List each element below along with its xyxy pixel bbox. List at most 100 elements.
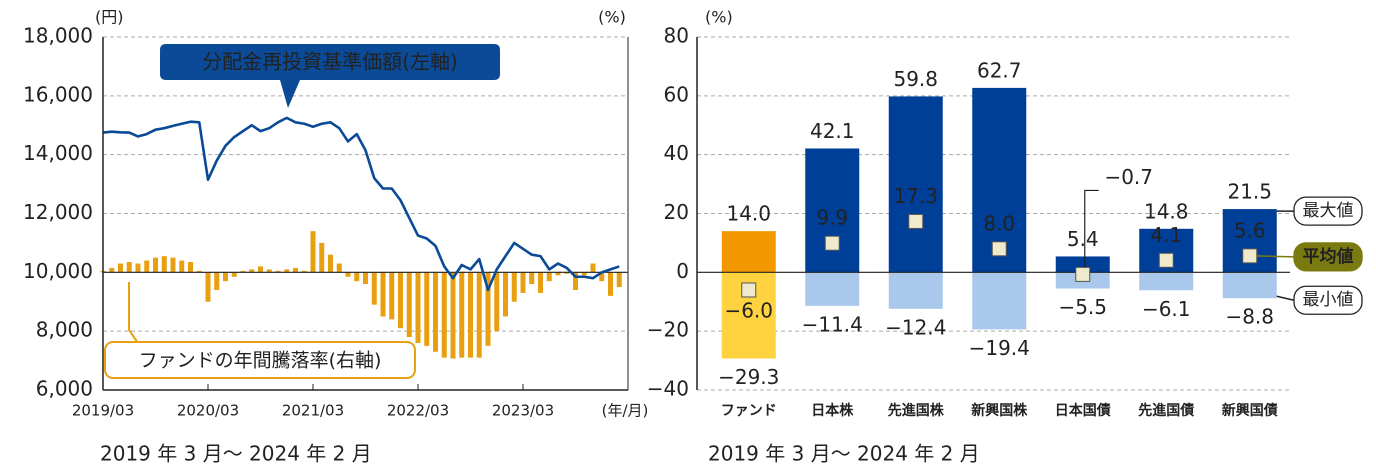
bar-max (888, 96, 943, 273)
y-tick-label: 8,000 (36, 318, 93, 342)
bar-min (805, 272, 860, 306)
legend-label: 平均値 (1303, 246, 1354, 267)
bar (319, 242, 325, 273)
value-label: 62.7 (977, 58, 1022, 82)
bar (546, 272, 552, 282)
bar (214, 272, 220, 290)
avg-marker (908, 213, 924, 229)
bar (275, 270, 281, 273)
value-label: −6.1 (1142, 297, 1191, 321)
value-label: −0.7 (1104, 165, 1153, 189)
bar (240, 270, 246, 273)
value-label: −19.4 (969, 336, 1030, 360)
bar (555, 272, 561, 276)
bar-min (1222, 272, 1277, 299)
bar (249, 269, 255, 273)
bar (301, 270, 307, 273)
value-label: −11.4 (802, 312, 863, 336)
y-tick-label: 18,000 (23, 24, 93, 48)
bar (573, 272, 578, 290)
y-tick-label: 40 (664, 141, 689, 165)
bar (258, 266, 263, 273)
bar (188, 262, 193, 273)
bar (415, 272, 421, 343)
y-unit: (%) (705, 8, 733, 27)
bar-min (972, 272, 1027, 330)
value-label: 21.5 (1227, 180, 1272, 204)
value-label: 14.0 (726, 202, 771, 226)
callout-leader (128, 282, 139, 344)
bar (153, 257, 158, 273)
bar (310, 231, 316, 273)
callout (160, 44, 500, 108)
avg-marker (1242, 248, 1258, 264)
value-label: 8.0 (983, 211, 1015, 235)
y-tick-label: 20 (664, 200, 689, 224)
x-tick-label: 2020/03 (177, 402, 239, 420)
y-tick-label: 6,000 (36, 377, 93, 401)
bar (118, 263, 123, 273)
y-tick-label: 10,000 (23, 259, 93, 283)
bar (494, 272, 500, 332)
x-tick-label: 新興国株 (971, 402, 1028, 419)
bar-max (721, 231, 776, 273)
bar (398, 272, 403, 329)
value-label: 9.9 (816, 206, 848, 230)
bar (529, 272, 535, 285)
bar (503, 272, 508, 317)
subtitle: 2019 年 3 月〜 2024 年 2 月 (708, 442, 980, 466)
bar (284, 269, 290, 273)
bar (433, 272, 438, 352)
legend-label: 最大値 (1303, 201, 1354, 221)
bar (406, 272, 412, 338)
legend-label: 最小値 (1303, 290, 1354, 310)
bar (520, 272, 526, 293)
bar (459, 272, 465, 358)
bar (266, 269, 272, 273)
x-tick-label: 新興国債 (1222, 402, 1278, 419)
x-tick-label: 日本株 (811, 402, 854, 419)
bar (144, 260, 150, 273)
bar (328, 254, 333, 273)
value-label: −5.5 (1058, 295, 1107, 319)
y-tick-label: −20 (647, 318, 689, 342)
bar (616, 272, 622, 288)
value-label: 42.1 (810, 119, 855, 143)
value-label: 5.4 (1067, 227, 1099, 251)
value-label: −8.8 (1225, 305, 1274, 329)
callout-label: ファンドの年間騰落率(右軸) (139, 350, 382, 372)
bar (336, 263, 342, 273)
bar (363, 272, 368, 285)
bar (109, 267, 115, 273)
y-tick-label: −40 (647, 377, 689, 401)
avg-marker (1075, 266, 1091, 282)
bar-min (888, 272, 943, 309)
value-label: −6.0 (724, 298, 773, 322)
avg-marker (824, 235, 840, 251)
y-tick-label: 60 (664, 82, 689, 106)
y-tick-label: 0 (676, 259, 689, 283)
x-tick-label: 2021/03 (282, 402, 344, 420)
legend-box (1293, 196, 1363, 226)
value-label: 14.8 (1144, 199, 1189, 223)
bar (590, 263, 596, 273)
avg-marker (991, 241, 1007, 257)
legend-box (1293, 285, 1363, 315)
bar-max (805, 148, 860, 273)
bar (581, 272, 587, 276)
bar (293, 267, 298, 273)
bar-max (1055, 256, 1110, 273)
y-tick-label: 14,000 (23, 141, 93, 165)
x-tick-label: 2019/03 (72, 402, 134, 420)
y-tick-label: 16,000 (23, 82, 93, 106)
callout (104, 341, 416, 379)
bar (179, 260, 185, 273)
bar (170, 257, 176, 273)
bar (389, 272, 395, 320)
callout-label: 分配金再投資基準価額(左軸) (202, 50, 458, 74)
bar (476, 272, 482, 358)
x-tick-label: 先進国株 (888, 402, 945, 419)
bar (485, 272, 491, 346)
avg-marker (741, 282, 757, 298)
